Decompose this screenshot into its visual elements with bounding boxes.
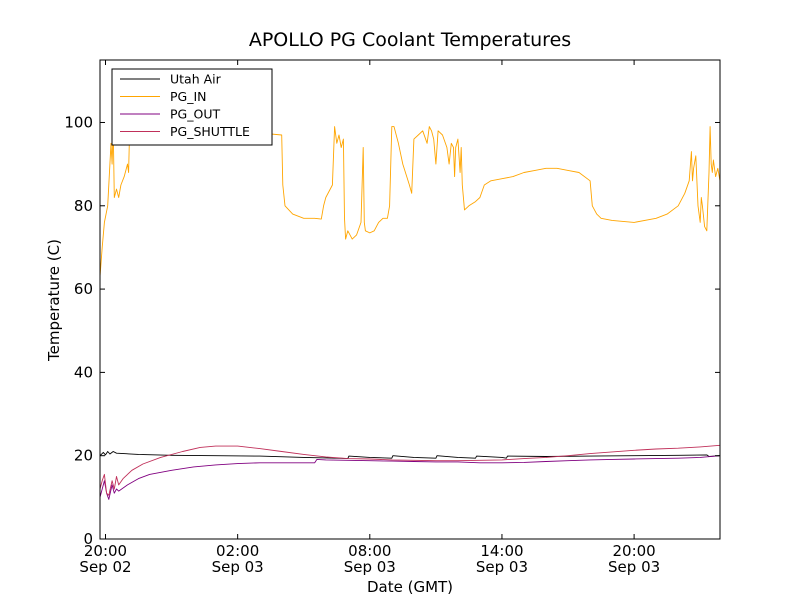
x-tick-label-time: 02:00 [216,542,259,560]
legend-items: Utah Air PG_IN PG_OUT PG_SHUTTLE [120,72,250,139]
series-line-pg-shuttle [100,444,720,496]
x-axis-label: Date (GMT) [367,578,453,596]
x-tick-label-date: Sep 02 [79,558,131,576]
x-tick-label-time: 20:00 [84,542,127,560]
series-layer [100,126,720,500]
x-tick-label-date: Sep 03 [344,558,396,576]
y-tick-label: 100 [64,113,93,131]
x-tick-label-time: 20:00 [612,542,655,560]
y-tick-label: 60 [74,280,93,298]
x-tick-label-date: Sep 03 [212,558,264,576]
x-tick-label-time: 08:00 [348,542,391,560]
y-axis-label: Temperature (C) [45,239,63,362]
y-tick-label: 80 [74,197,93,215]
plot-frame [99,59,721,540]
chart-title: APOLLO PG Coolant Temperatures [249,29,571,51]
series-line-pg-out [100,455,720,500]
y-tick-label: 40 [74,363,93,381]
legend-label: PG_OUT [170,107,220,122]
y-axis-ticks: 0 20 40 60 80 100 [64,113,720,548]
series-line-pg-in [100,126,720,277]
x-tick-label-time: 14:00 [480,542,523,560]
y-tick-label: 0 [83,530,93,548]
legend-label: PG_IN [170,89,207,104]
series-line-utah-air [100,451,720,460]
legend-box [111,68,273,146]
legend-label: Utah Air [170,72,222,87]
legend-label: PG_SHUTTLE [170,124,250,139]
legend: Utah Air PG_IN PG_OUT PG_SHUTTLE [111,68,273,146]
x-tick-label-date: Sep 03 [608,558,660,576]
x-tick-label-date: Sep 03 [476,558,528,576]
y-tick-label: 20 [74,447,93,465]
